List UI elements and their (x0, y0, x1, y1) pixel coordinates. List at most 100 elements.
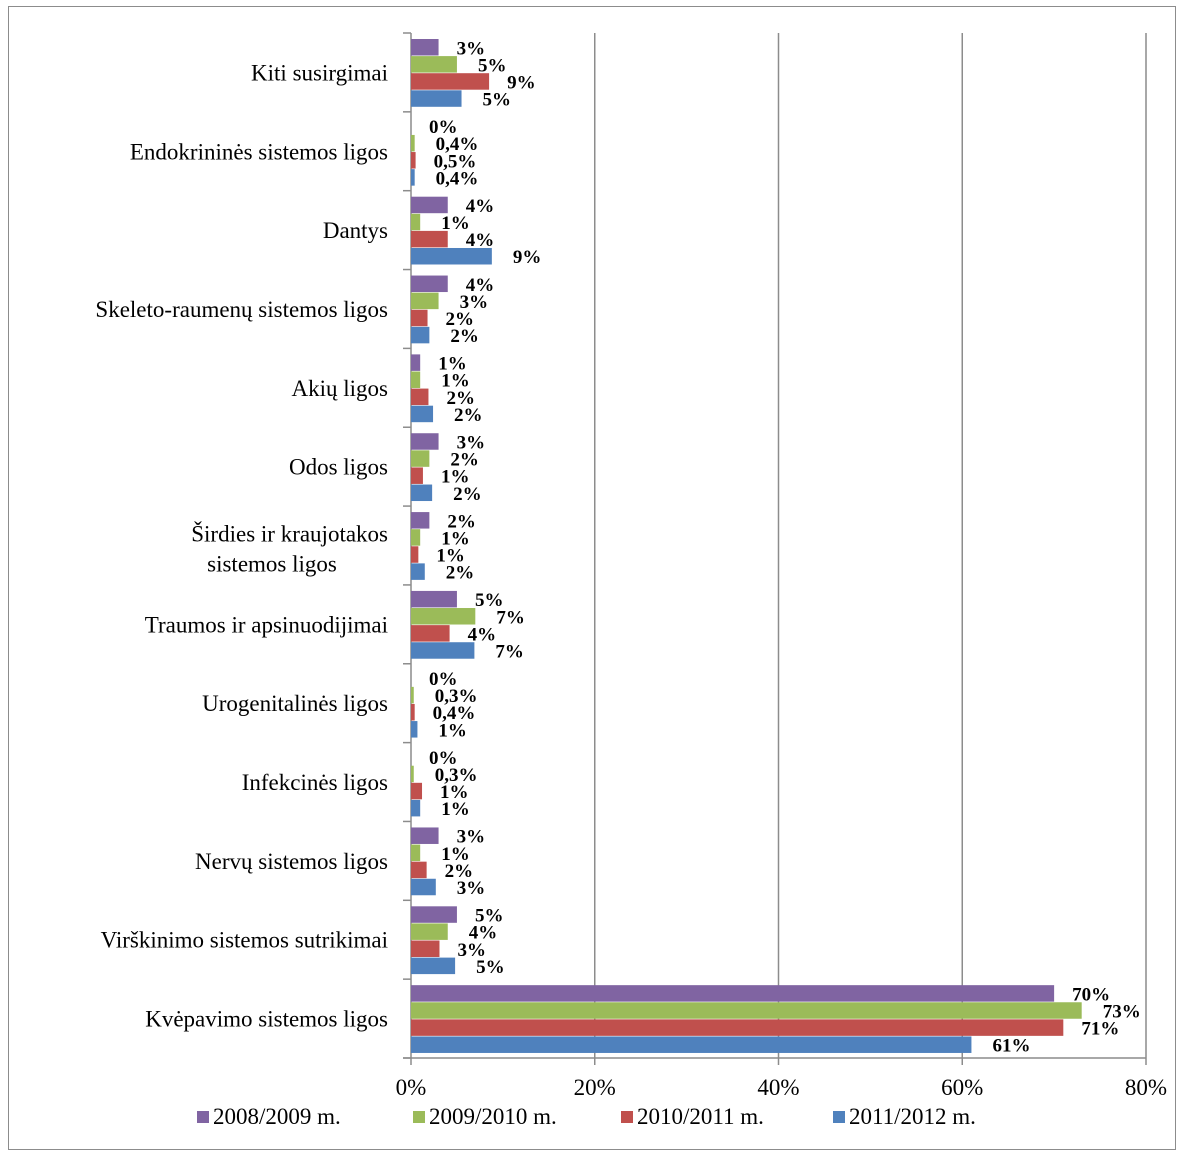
category-label: Akių ligos (292, 376, 389, 401)
data-label: 2% (450, 326, 479, 347)
category-label: Endokrininės sistemos ligos (130, 139, 388, 164)
category-label-continued: sistemos ligos (207, 552, 337, 577)
bar (411, 799, 421, 817)
bar (411, 861, 427, 879)
bar (411, 169, 415, 186)
bar (411, 39, 439, 56)
data-label: 0,4% (433, 703, 476, 724)
category-label: Kiti susirgimai (251, 60, 388, 85)
data-label: 3% (457, 432, 486, 453)
data-label: 71% (1081, 1019, 1119, 1040)
data-label: 2% (446, 388, 475, 409)
data-label: 5% (478, 55, 507, 76)
bar (411, 827, 439, 844)
bar (411, 73, 490, 90)
data-label: 3% (457, 878, 486, 899)
bar (411, 213, 421, 231)
data-label: 0% (429, 669, 458, 690)
bar (411, 292, 439, 310)
legend-label: 2010/2011 m. (637, 1104, 764, 1129)
data-label: 3% (457, 38, 486, 59)
legend-label: 2008/2009 m. (213, 1104, 341, 1129)
bar (411, 608, 476, 625)
bar (411, 450, 430, 467)
data-label: 1% (441, 371, 470, 392)
bar (411, 590, 457, 608)
bar (411, 844, 421, 862)
category-label: Širdies ir kraujotakos (191, 521, 388, 547)
legend-swatch (621, 1111, 633, 1123)
data-label: 1% (436, 546, 465, 567)
category-label: Nervų sistemos ligos (195, 849, 388, 874)
x-tick-label: 40% (757, 1075, 799, 1100)
bar (411, 275, 448, 293)
legend-swatch (197, 1111, 209, 1123)
x-tick-label: 20% (574, 1075, 616, 1100)
bar (411, 90, 462, 107)
bar (411, 309, 428, 327)
bar (411, 405, 434, 423)
bar (411, 326, 430, 344)
data-label: 0,3% (435, 686, 478, 707)
bar (411, 1019, 1064, 1036)
bar (411, 906, 457, 923)
data-label: 5% (475, 906, 504, 927)
bar (411, 940, 440, 958)
chart-frame (8, 6, 1176, 1150)
data-label: 5% (483, 90, 512, 111)
data-label: 1% (441, 799, 470, 820)
data-label: 4% (466, 230, 495, 251)
bar (411, 230, 448, 248)
data-label: 61% (992, 1036, 1030, 1057)
bar (411, 686, 414, 704)
bar (411, 433, 439, 450)
bar (411, 247, 492, 265)
data-label: 4% (469, 923, 498, 944)
x-tick-label: 80% (1125, 1075, 1167, 1100)
data-label: 70% (1072, 984, 1110, 1005)
data-label: 3% (457, 940, 486, 961)
data-label: 1% (441, 467, 470, 488)
data-label: 1% (441, 213, 470, 234)
category-label: Urogenitalinės ligos (202, 691, 388, 716)
category-label: Infekcinės ligos (242, 770, 388, 795)
bar (411, 484, 433, 502)
legend-label: 2011/2012 m. (849, 1104, 976, 1129)
bar (411, 563, 425, 580)
data-label: 2% (446, 309, 475, 330)
data-label: 0,4% (436, 168, 479, 189)
data-label: 2% (447, 511, 476, 532)
bar (411, 388, 429, 406)
category-label: Virškinimo sistemos sutrikimai (101, 928, 388, 953)
data-label: 3% (457, 827, 486, 848)
data-label: 7% (495, 641, 524, 662)
bar (411, 546, 419, 563)
data-label: 0,3% (435, 765, 478, 786)
bar (411, 878, 436, 896)
bar (411, 703, 415, 721)
category-label: Traumos ir apsinuodijimai (145, 612, 388, 637)
data-label: 1% (441, 528, 470, 549)
data-label: 3% (460, 292, 489, 313)
data-label: 0% (429, 748, 458, 769)
bar (411, 923, 448, 940)
bar (411, 957, 456, 975)
data-label: 1% (441, 844, 470, 865)
data-label: 4% (466, 275, 495, 296)
data-label: 2% (450, 450, 479, 471)
category-label: Skeleto-raumenų sistemos ligos (95, 297, 388, 322)
bar (411, 196, 448, 214)
bar (411, 1036, 972, 1053)
bar (411, 721, 418, 738)
bar (411, 765, 414, 783)
bar (411, 642, 475, 659)
data-label: 73% (1103, 1002, 1141, 1023)
bar (411, 625, 450, 642)
data-label: 2% (445, 861, 474, 882)
data-label: 5% (475, 590, 504, 611)
legend-swatch (413, 1111, 425, 1123)
data-label: 9% (513, 247, 542, 268)
bar (411, 56, 457, 73)
bar (411, 512, 430, 529)
